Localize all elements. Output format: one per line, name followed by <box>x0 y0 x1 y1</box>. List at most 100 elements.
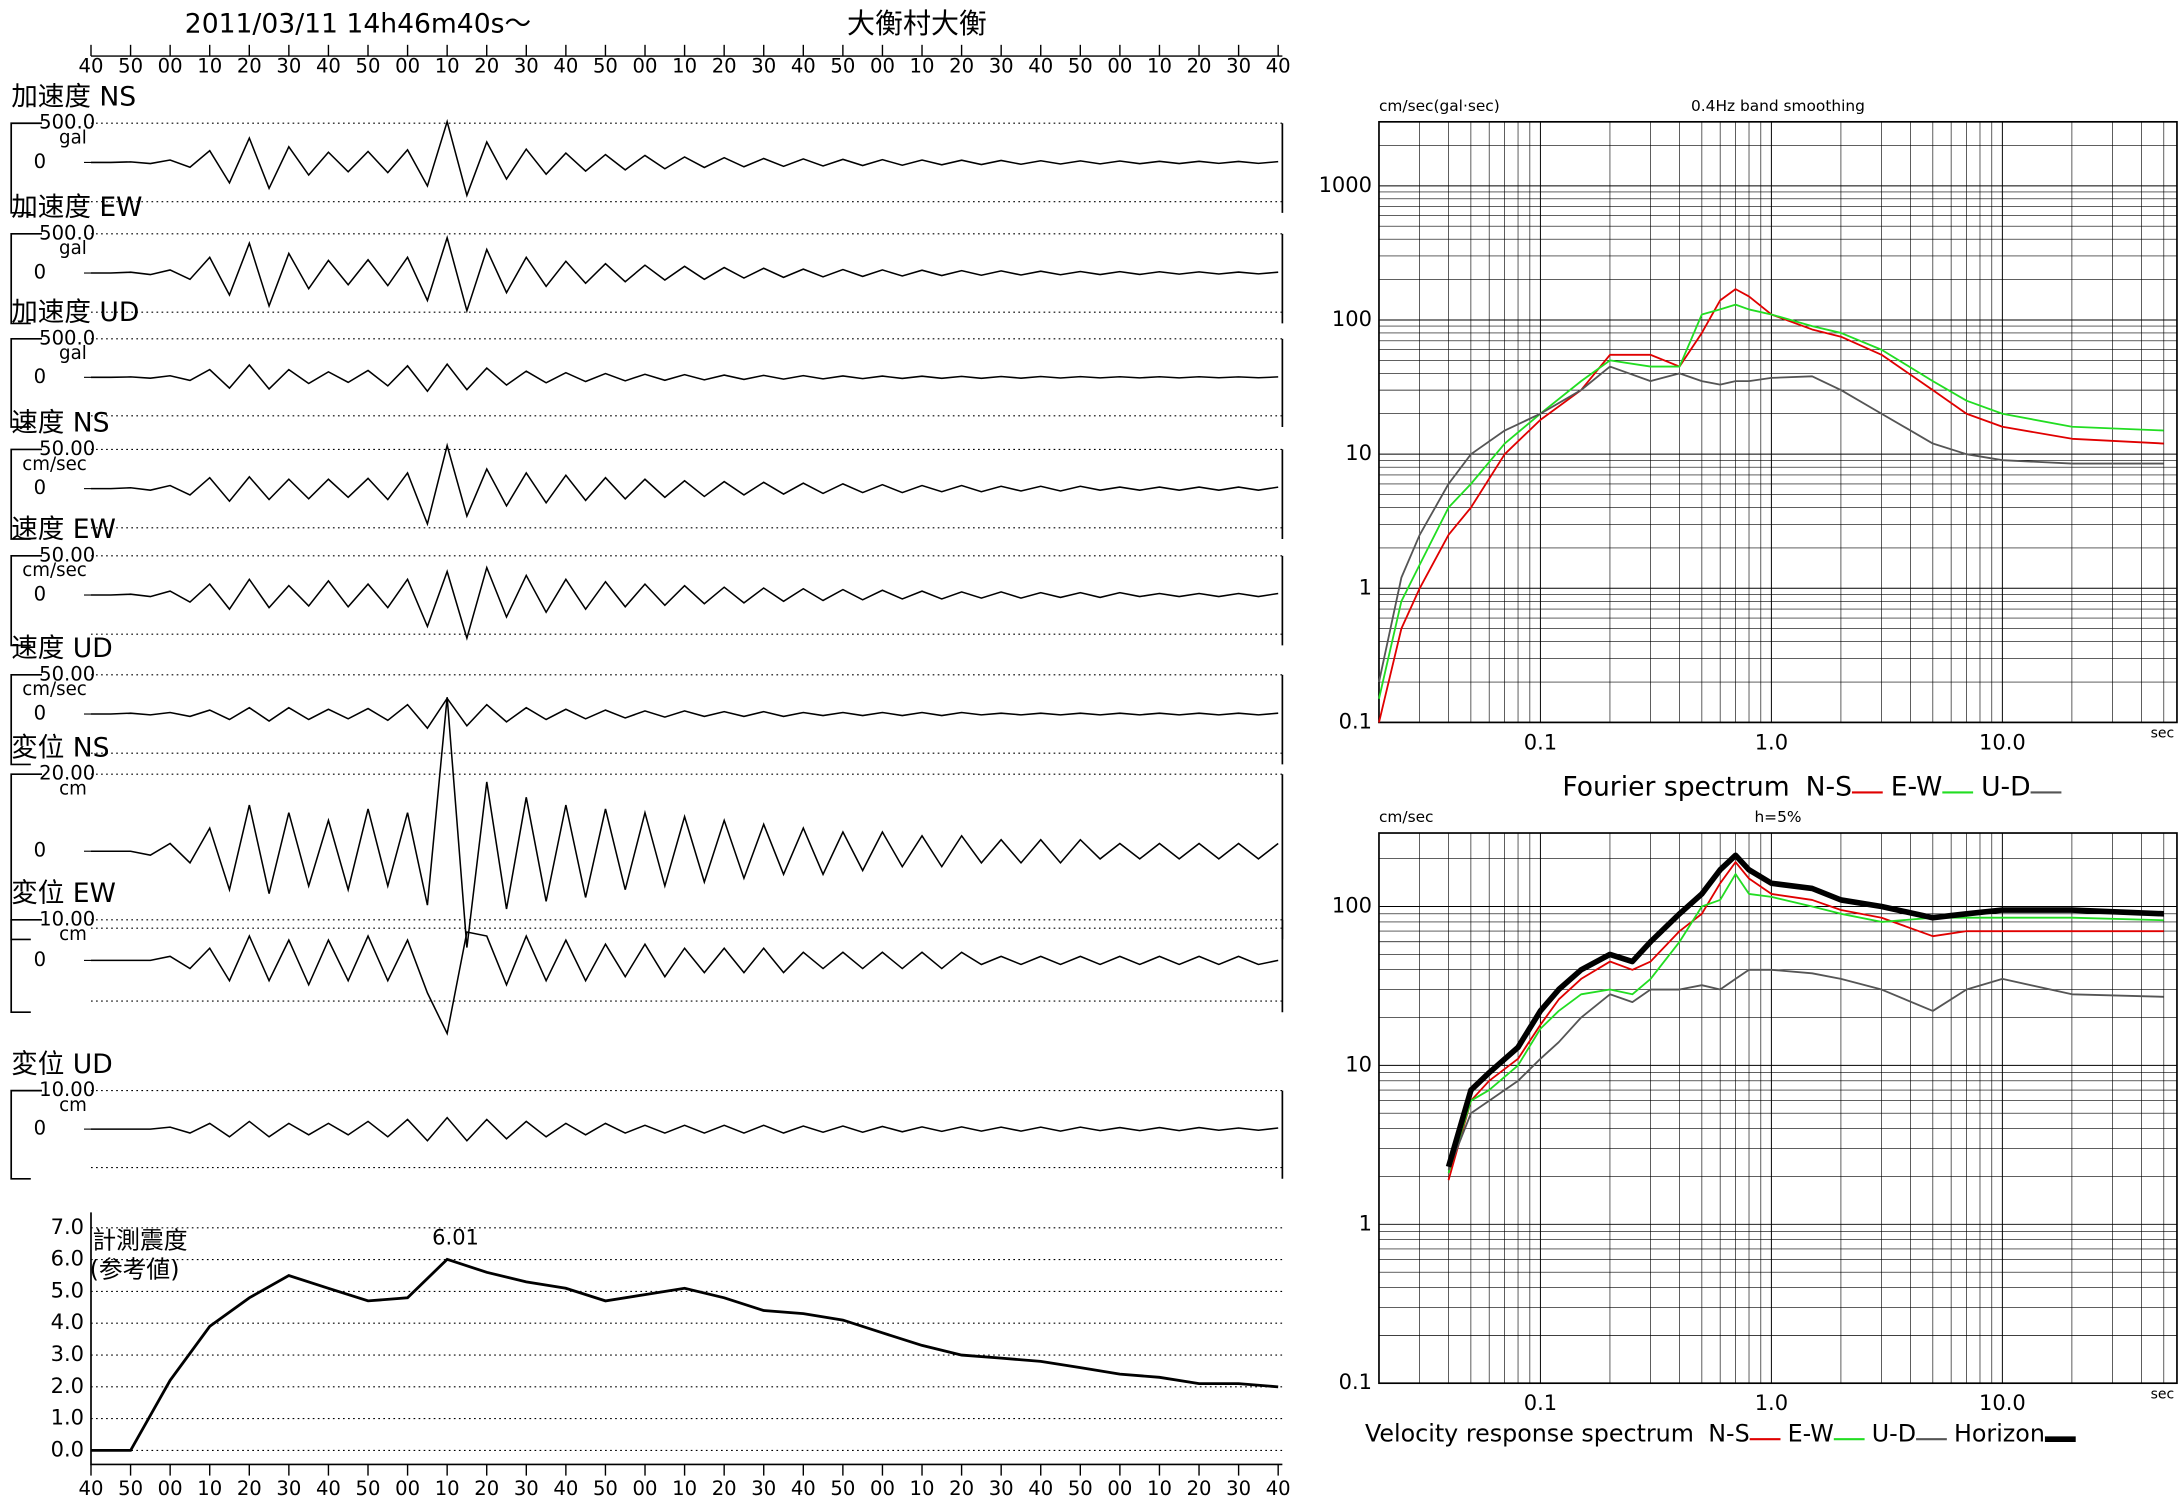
y-tick-label: 3.0 <box>51 1342 84 1366</box>
x-unit-label: sec <box>2151 1386 2175 1402</box>
time-tick-label: 30 <box>751 1477 776 1500</box>
time-tick-label: 10 <box>910 55 935 78</box>
spectrum-line <box>1447 873 2164 1174</box>
time-tick-label: 20 <box>949 55 974 78</box>
y-tick-label: 1 <box>1359 1211 1372 1235</box>
y-tick-label: 100 <box>1332 307 1372 331</box>
scale-label: 10.00 <box>39 907 95 930</box>
time-tick-label: 00 <box>158 55 183 78</box>
waveform <box>90 697 1279 948</box>
plot-frame <box>1378 120 2178 724</box>
spectrum-line <box>1378 288 2164 723</box>
time-tick-label: 20 <box>712 55 737 78</box>
time-tick-label: 50 <box>593 55 618 78</box>
time-tick-label: 40 <box>316 55 341 78</box>
plot-frame <box>1378 832 2178 1385</box>
unit-label: cm/sec <box>22 560 87 581</box>
scale-label: 500.0 <box>39 326 95 349</box>
time-tick-label: 20 <box>237 55 262 78</box>
spectrum-line <box>1378 303 2164 699</box>
x-tick-label: 0.1 <box>1524 730 1557 754</box>
x-tick-label: 1.0 <box>1755 1391 1788 1415</box>
time-tick-label: 40 <box>316 1477 341 1500</box>
time-tick-label: 40 <box>553 1477 578 1500</box>
panel-frame <box>10 918 1284 1014</box>
time-tick-label: 30 <box>989 55 1014 78</box>
panel-frame <box>10 1089 1284 1180</box>
x-tick-label: 1.0 <box>1755 730 1788 754</box>
time-tick-label: 40 <box>553 55 578 78</box>
panel-frame <box>10 122 1284 214</box>
zero-label: 0 <box>34 583 46 606</box>
time-tick-label: 00 <box>870 55 895 78</box>
trace-name: 加速度 EW <box>11 192 142 223</box>
time-tick-label: 50 <box>593 1477 618 1500</box>
zero-label: 0 <box>34 839 46 862</box>
time-tick-label: 50 <box>118 1477 143 1500</box>
trace-name: 変位 EW <box>11 878 116 909</box>
zero-label: 0 <box>34 365 46 388</box>
spectrum-line <box>1447 861 2164 1181</box>
y-tick-label: 6.0 <box>51 1247 84 1271</box>
y-tick-label: 100 <box>1332 893 1372 917</box>
spectrum-line <box>1447 968 2164 1171</box>
time-tick-label: 00 <box>1107 1477 1132 1500</box>
y-tick-label: 10 <box>1345 1052 1372 1076</box>
time-tick-label: 10 <box>435 55 460 78</box>
subtitle: 0.4Hz band smoothing <box>1691 97 1865 115</box>
scale-label: 50.00 <box>39 662 95 685</box>
time-tick-label: 10 <box>672 55 697 78</box>
y-unit-label: cm/sec(gal·sec) <box>1379 97 1500 115</box>
y-tick-label: 7.0 <box>51 1215 84 1239</box>
time-tick-label: 20 <box>1187 1477 1212 1500</box>
time-tick-label: 40 <box>1028 1477 1053 1500</box>
time-tick-label: 50 <box>118 55 143 78</box>
value-label: 6.01 <box>432 1225 479 1249</box>
scale-label: 500.0 <box>39 111 95 134</box>
time-tick-label: 00 <box>1107 55 1132 78</box>
y-tick-label: 0.0 <box>51 1437 84 1461</box>
x-unit-label: sec <box>2151 726 2175 742</box>
trace-name: 加速度 UD <box>11 297 139 328</box>
time-tick-label: 40 <box>791 55 816 78</box>
time-tick-label: 50 <box>830 55 855 78</box>
panel-frame <box>10 773 1284 941</box>
panel-frame <box>10 448 1284 540</box>
time-tick-label: 10 <box>910 1477 935 1500</box>
time-tick-label: 00 <box>395 1477 420 1500</box>
waveform <box>90 118 1279 198</box>
trace-name: 速度 UD <box>11 633 113 664</box>
time-tick-label: 10 <box>435 1477 460 1500</box>
time-tick-label: 20 <box>474 55 499 78</box>
trace-name: 速度 EW <box>11 514 116 545</box>
subtitle: h=5% <box>1754 808 1801 826</box>
time-tick-label: 30 <box>276 55 301 78</box>
x-tick-label: 0.1 <box>1524 1391 1557 1415</box>
time-tick-label: 10 <box>1147 55 1172 78</box>
zero-label: 0 <box>34 476 46 499</box>
time-tick-label: 00 <box>395 55 420 78</box>
unit-label: cm/sec <box>22 454 87 475</box>
time-tick-label: 30 <box>751 55 776 78</box>
time-tick-label: 30 <box>989 1477 1014 1500</box>
scale-label: 500.0 <box>39 221 95 244</box>
intensity-title: 計測震度 <box>92 1226 187 1254</box>
time-tick-label: 20 <box>712 1477 737 1500</box>
spectrum-line <box>1378 365 2164 683</box>
time-tick-label: 00 <box>633 55 658 78</box>
intensity-frame <box>90 1212 1283 1466</box>
x-tick-label: 10.0 <box>1979 730 2026 754</box>
time-tick-label: 50 <box>1068 1477 1093 1500</box>
time-tick-label: 50 <box>1068 55 1093 78</box>
time-tick-label: 40 <box>791 1477 816 1500</box>
time-tick-label: 30 <box>514 55 539 78</box>
time-tick-label: 50 <box>830 1477 855 1500</box>
zero-label: 0 <box>34 261 46 284</box>
unit-label: cm <box>59 924 87 945</box>
time-tick-label: 30 <box>1226 1477 1251 1500</box>
waveform <box>90 565 1279 641</box>
y-tick-label: 1.0 <box>51 1406 84 1430</box>
trace-name: 速度 NS <box>11 408 109 439</box>
time-tick-label: 10 <box>672 1477 697 1500</box>
